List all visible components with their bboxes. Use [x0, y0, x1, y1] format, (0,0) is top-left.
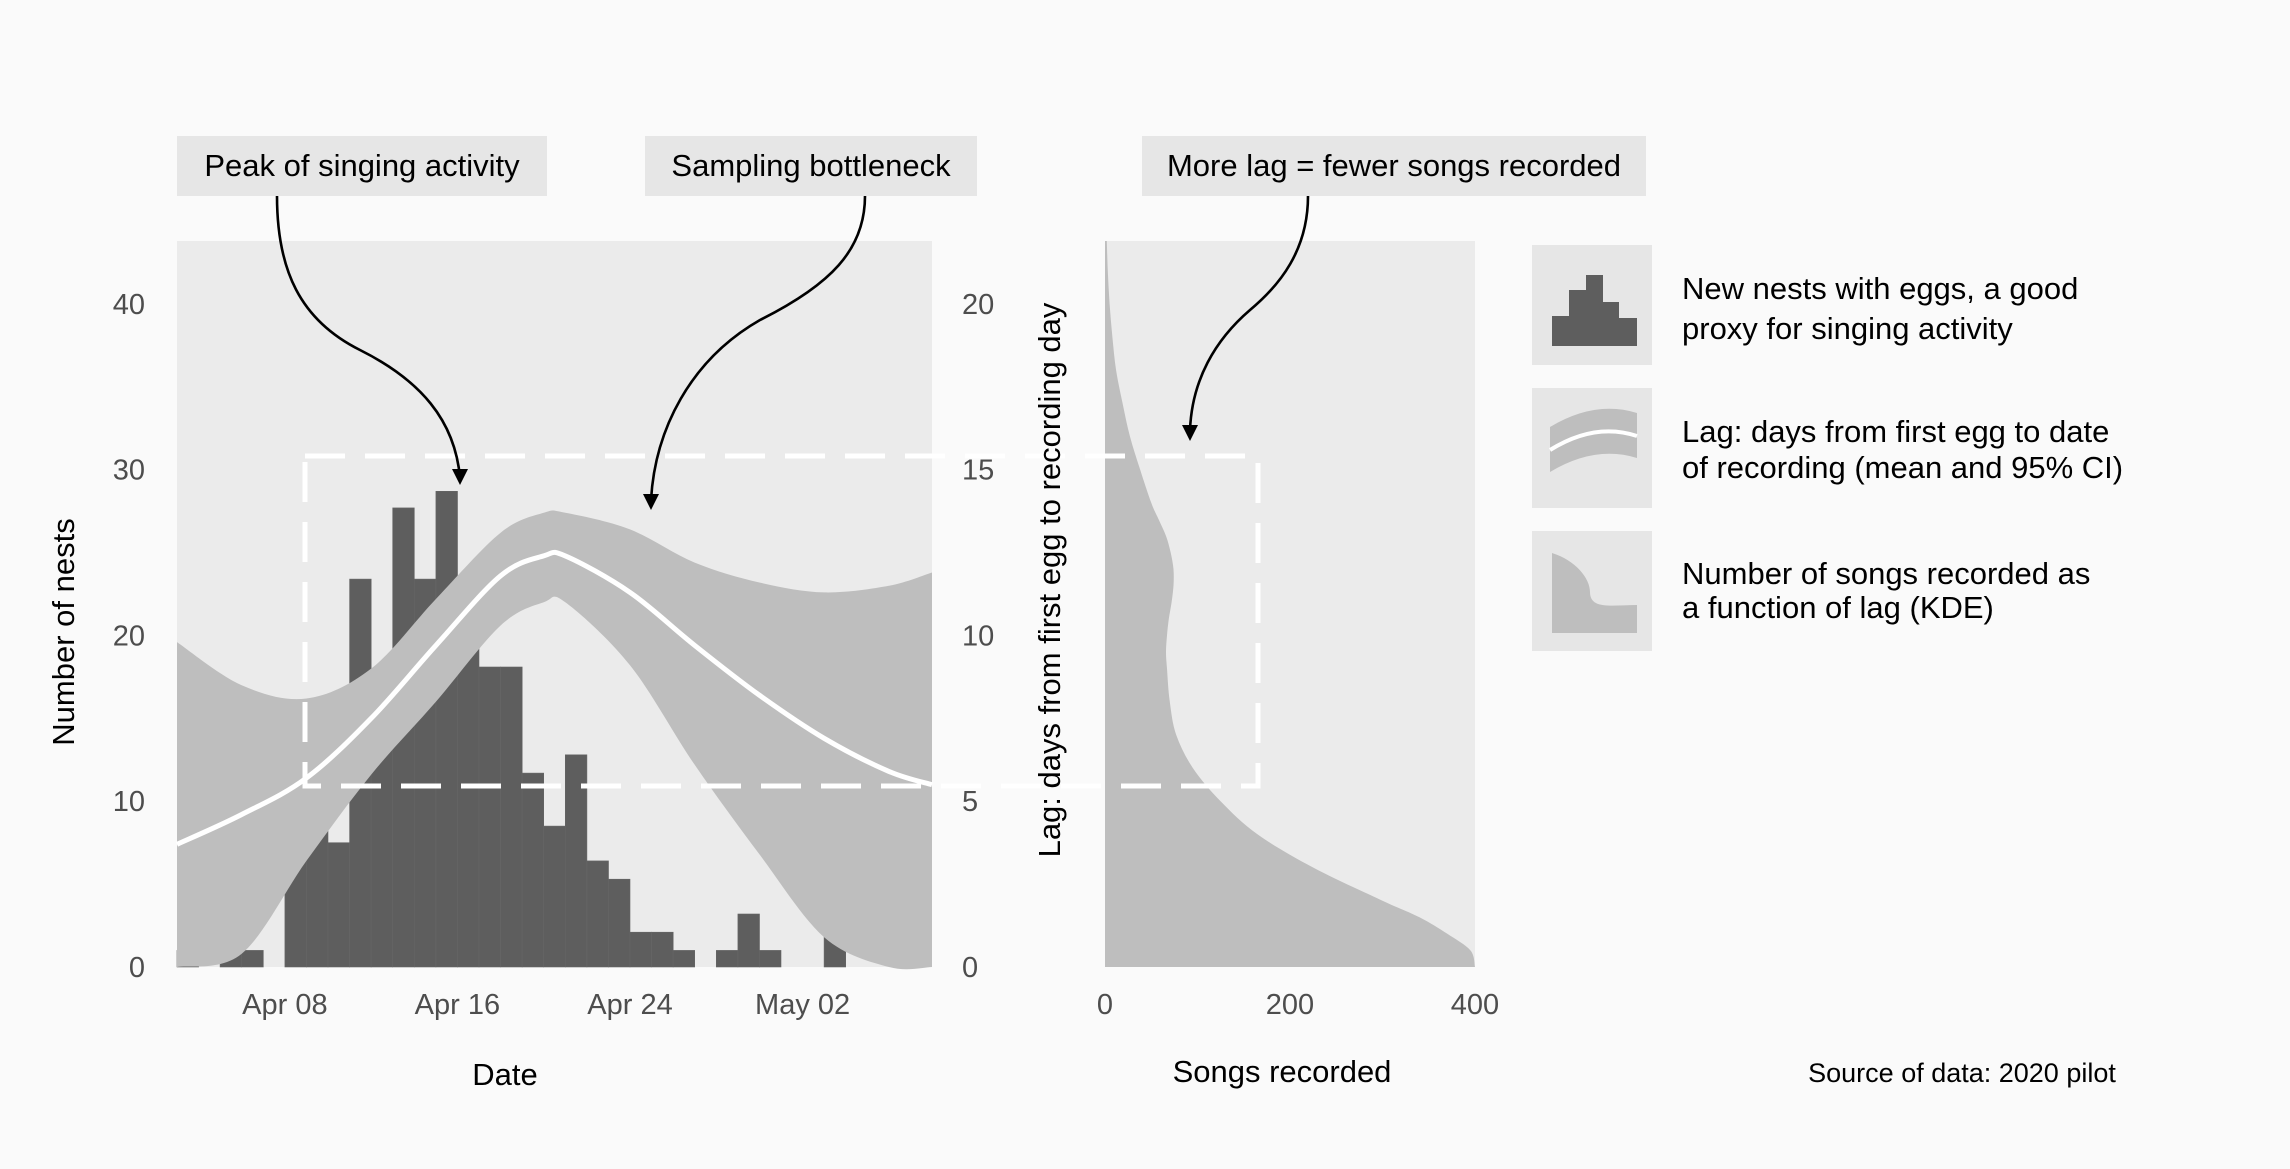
annotation-arrow [275, 195, 462, 479]
x2-tick-label: 0 [1097, 989, 1113, 1021]
legend: New nests with eggs, a good proxy for si… [1532, 245, 2123, 651]
histogram-icon [1552, 275, 1637, 346]
y2-tick-label: 0 [962, 952, 978, 984]
legend-text-line-2: of recording (mean and 95% CI) [1682, 450, 2123, 485]
histogram-bar [629, 931, 652, 968]
histogram-bar [435, 490, 458, 968]
y2-tick-label: 20 [962, 289, 994, 321]
histogram-bar [651, 931, 674, 968]
x2-tick-label: 400 [1451, 989, 1499, 1021]
highlight-box [302, 453, 1261, 789]
arrow-head-icon [452, 469, 468, 485]
y-tick-label: 20 [113, 621, 145, 653]
histogram-bar [737, 913, 760, 968]
x-tick-label: Apr 08 [242, 989, 327, 1021]
y2-tick-label: 10 [962, 621, 994, 653]
histogram-bar [521, 772, 544, 968]
x2-axis-ticks: 0 200 400 [1097, 989, 1499, 1021]
histogram-panel [175, 241, 933, 970]
y-tick-label: 40 [113, 289, 145, 321]
legend-item-ribbon: Lag: days from first egg to date of reco… [1532, 388, 2123, 508]
x2-axis-title: Songs recorded [1173, 1054, 1392, 1089]
histogram-bar [715, 950, 739, 968]
x-tick-label: Apr 24 [587, 989, 672, 1021]
y-tick-label: 0 [129, 952, 145, 984]
legend-text-line-1: Number of songs recorded as [1682, 556, 2090, 591]
ribbon-icon [1550, 408, 1637, 472]
annotation-text: More lag = fewer songs recorded [1167, 148, 1621, 183]
annotation-text: Sampling bottleneck [671, 148, 951, 183]
arrow-head-icon [1182, 425, 1198, 441]
y2-axis-ticks: 0 5 10 15 20 [962, 289, 994, 984]
annotation-box [177, 136, 547, 196]
x-axis-ticks: Apr 08 Apr 16 Apr 24 May 02 [242, 989, 850, 1021]
annotation-box [645, 136, 977, 196]
legend-text-line-2: a function of lag (KDE) [1682, 590, 1994, 625]
y2-tick-label: 5 [962, 786, 978, 818]
y2-tick-label: 15 [962, 455, 994, 487]
y-tick-label: 30 [113, 455, 145, 487]
mean-line-icon [1548, 429, 1638, 452]
histogram-bar [608, 878, 631, 968]
lag-ci-ribbon [177, 510, 932, 970]
histogram-bar [478, 666, 501, 968]
annotation-lag: More lag = fewer songs recorded [1142, 136, 1646, 441]
arrow-head-icon [643, 494, 659, 510]
annotation-arrow [649, 195, 867, 501]
x-tick-label: Apr 16 [415, 989, 500, 1021]
legend-text-line-1: Lag: days from first egg to date [1682, 414, 2109, 449]
histogram-bar [586, 860, 609, 968]
y-axis-title: Number of nests [46, 518, 81, 745]
y-tick-label: 10 [113, 786, 145, 818]
lag-mean-line [175, 549, 933, 847]
histogram-bar [327, 842, 350, 968]
legend-item-histogram: New nests with eggs, a good proxy for si… [1532, 245, 2078, 365]
source-note: Source of data: 2020 pilot [1808, 1058, 2116, 1088]
histogram-bar [672, 950, 695, 968]
annotation-bottleneck: Sampling bottleneck [643, 136, 977, 510]
legend-text-line-1: New nests with eggs, a good [1682, 271, 2078, 306]
annotation-text: Peak of singing activity [204, 148, 520, 183]
histogram-bar [241, 950, 264, 968]
kde-panel [1105, 241, 1475, 967]
histogram-bar [759, 950, 782, 968]
x2-tick-label: 200 [1266, 989, 1314, 1021]
x-axis-title: Date [472, 1057, 537, 1092]
legend-text-line-2: proxy for singing activity [1682, 311, 2013, 346]
histogram-bar [543, 825, 566, 968]
histogram-bar [500, 666, 523, 968]
y2-axis-title: Lag: days from first egg to recording da… [1032, 302, 1067, 857]
kde-icon [1552, 553, 1637, 633]
legend-item-kde: Number of songs recorded as a function o… [1532, 531, 2090, 651]
annotation-peak: Peak of singing activity [177, 136, 547, 485]
y-axis-ticks: 0 10 20 30 40 [113, 289, 145, 984]
annotation-box [1142, 136, 1646, 196]
annotation-arrow [1188, 195, 1310, 431]
x-tick-label: May 02 [755, 989, 850, 1021]
